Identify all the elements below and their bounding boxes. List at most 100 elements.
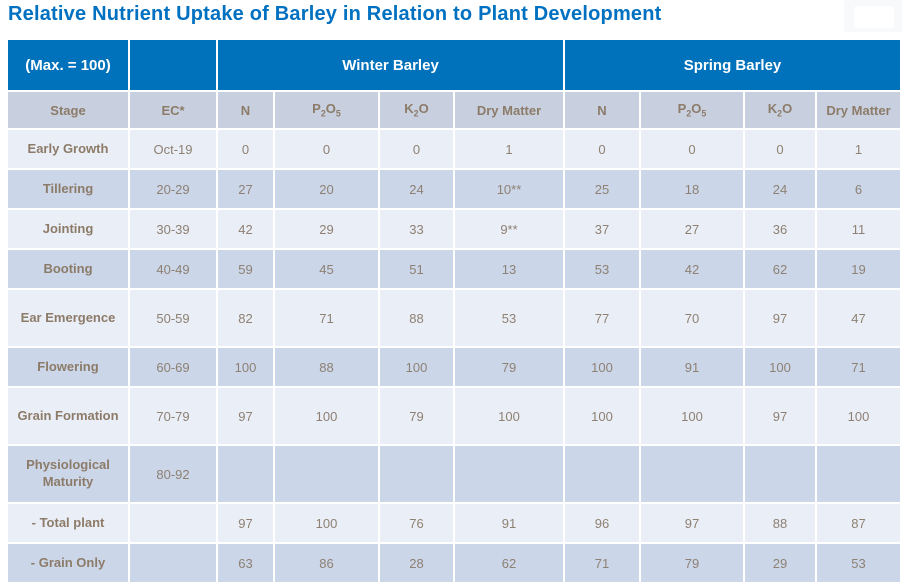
value-cell: 100 — [743, 346, 817, 388]
value-cell: 45 — [273, 248, 380, 290]
row-jointing: Jointing 30-39 42 29 33 9** 37 27 36 11 — [6, 208, 902, 250]
value-cell: 0 — [273, 128, 380, 170]
value-cell: 19 — [814, 248, 902, 290]
value-cell: 0 — [743, 128, 817, 170]
value-cell: 91 — [639, 346, 745, 388]
value-cell — [563, 444, 641, 504]
stage-cell: Grain Formation — [6, 386, 130, 446]
ec-cell: 50-59 — [128, 288, 218, 348]
value-cell: 47 — [814, 288, 902, 348]
value-cell: 25 — [563, 168, 641, 210]
value-cell — [814, 444, 902, 504]
ec-cell: 20-29 — [128, 168, 218, 210]
value-cell: 100 — [639, 386, 745, 446]
stage-cell: - Total plant — [6, 502, 130, 544]
value-cell: 53 — [453, 288, 565, 348]
value-cell: 0 — [639, 128, 745, 170]
value-cell: 77 — [563, 288, 641, 348]
value-cell: 28 — [378, 542, 455, 584]
row-grain-formation: Grain Formation 70-79 97 100 79 100 100 … — [6, 386, 902, 446]
value-cell: 88 — [378, 288, 455, 348]
value-cell: 96 — [563, 502, 641, 544]
value-cell: 71 — [814, 346, 902, 388]
value-cell: 100 — [814, 386, 902, 446]
value-cell: 6 — [814, 168, 902, 210]
winter-barley-header: Winter Barley — [216, 38, 565, 92]
value-cell: 27 — [639, 208, 745, 250]
value-cell: 63 — [216, 542, 275, 584]
stage-cell: Physiological Maturity — [6, 444, 130, 504]
page-title: Relative Nutrient Uptake of Barley in Re… — [8, 3, 662, 25]
value-cell: 24 — [743, 168, 817, 210]
stage-cell: - Grain Only — [6, 542, 130, 584]
row-ear-emergence: Ear Emergence 50-59 82 71 88 53 77 70 97… — [6, 288, 902, 348]
value-cell: 71 — [273, 288, 380, 348]
value-cell: 53 — [563, 248, 641, 290]
value-cell: 27 — [216, 168, 275, 210]
row-early-growth: Early Growth Oct-19 0 0 0 1 0 0 0 1 — [6, 128, 902, 170]
value-cell: 100 — [216, 346, 275, 388]
value-cell: 71 — [563, 542, 641, 584]
value-cell: 100 — [453, 386, 565, 446]
corner-logo — [844, 0, 902, 32]
column-header-row: Stage EC* N P2O5 K2O Dry Matter N P2O5 K… — [6, 90, 902, 130]
value-cell: 0 — [216, 128, 275, 170]
value-cell: 36 — [743, 208, 817, 250]
stage-cell: Booting — [6, 248, 130, 290]
stage-cell: Flowering — [6, 346, 130, 388]
value-cell: 100 — [273, 502, 380, 544]
ec-cell: 30-39 — [128, 208, 218, 250]
column-header-winter-k2o: K2O — [378, 90, 455, 130]
stage-cell: Tillering — [6, 168, 130, 210]
value-cell — [273, 444, 380, 504]
column-header-winter-p2o5: P2O5 — [273, 90, 380, 130]
value-cell: 87 — [814, 502, 902, 544]
column-header-spring-dry-matter: Dry Matter — [814, 90, 902, 130]
value-cell: 100 — [563, 346, 641, 388]
column-header-spring-k2o: K2O — [743, 90, 817, 130]
value-cell: 86 — [273, 542, 380, 584]
ec-cell: 40-49 — [128, 248, 218, 290]
group-header-row: (Max. = 100) Winter Barley Spring Barley — [6, 38, 902, 92]
value-cell: 88 — [743, 502, 817, 544]
row-tillering: Tillering 20-29 27 20 24 10** 25 18 24 6 — [6, 168, 902, 210]
column-header-spring-p2o5: P2O5 — [639, 90, 745, 130]
value-cell: 100 — [273, 386, 380, 446]
value-cell: 42 — [216, 208, 275, 250]
spring-barley-header: Spring Barley — [562, 38, 902, 92]
value-cell: 13 — [453, 248, 565, 290]
stage-cell: Early Growth — [6, 128, 130, 170]
nutrient-uptake-table: (Max. = 100) Winter Barley Spring Barley… — [6, 38, 902, 584]
value-cell: 97 — [743, 288, 817, 348]
max-label-cell: (Max. = 100) — [6, 38, 130, 92]
row-booting: Booting 40-49 59 45 51 13 53 42 62 19 — [6, 248, 902, 290]
row-grain-only: - Grain Only 63 86 28 62 71 79 29 53 — [6, 542, 902, 584]
value-cell: 70 — [639, 288, 745, 348]
value-cell: 79 — [639, 542, 745, 584]
value-cell: 51 — [378, 248, 455, 290]
value-cell: 97 — [639, 502, 745, 544]
value-cell: 97 — [216, 502, 275, 544]
stage-cell: Jointing — [6, 208, 130, 250]
value-cell: 59 — [216, 248, 275, 290]
value-cell: 97 — [216, 386, 275, 446]
ec-cell: 60-69 — [128, 346, 218, 388]
ec-cell — [128, 502, 218, 544]
value-cell — [743, 444, 817, 504]
column-header-winter-dry-matter: Dry Matter — [453, 90, 565, 130]
stage-cell: Ear Emergence — [6, 288, 130, 348]
value-cell: 1 — [814, 128, 902, 170]
value-cell — [216, 444, 275, 504]
value-cell: 29 — [743, 542, 817, 584]
column-header-winter-n: N — [216, 90, 275, 130]
value-cell: 18 — [639, 168, 745, 210]
column-header-spring-n: N — [563, 90, 641, 130]
value-cell: 0 — [378, 128, 455, 170]
value-cell: 10** — [453, 168, 565, 210]
ec-cell: 70-79 — [128, 386, 218, 446]
value-cell: 0 — [563, 128, 641, 170]
row-total-plant: - Total plant 97 100 76 91 96 97 88 87 — [6, 502, 902, 544]
value-cell — [378, 444, 455, 504]
row-physiological-maturity: Physiological Maturity 80-92 — [6, 444, 902, 504]
